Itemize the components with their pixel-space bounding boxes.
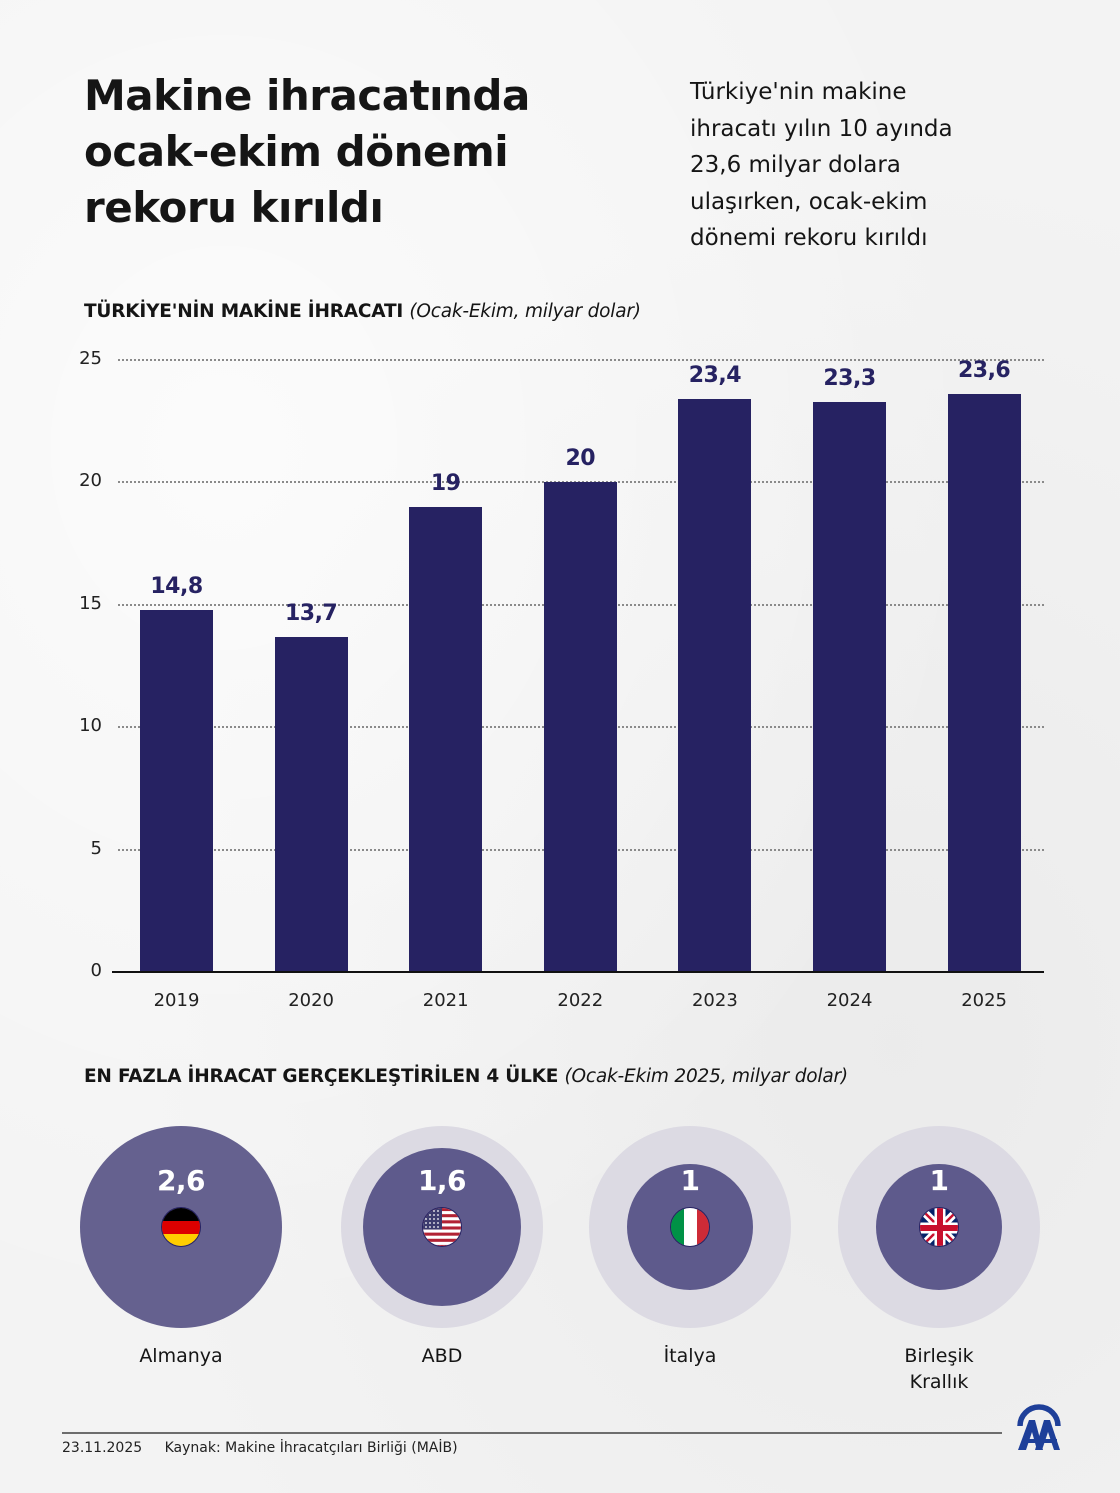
bar-2021 (409, 506, 483, 972)
bubble-chart: 2,6 Almanya 1,6 ABD 1 İtalya 1 Birleşik Krallık (80, 1126, 1040, 1393)
bar-value-label: 20 (565, 446, 596, 472)
gridline (118, 359, 1044, 361)
title-line: Makine ihracatında (84, 71, 530, 120)
germany-flag-icon (161, 1207, 201, 1247)
bar-value-label: 23,4 (688, 363, 742, 389)
x-tick-label: 2023 (691, 990, 738, 1011)
subtitle-line: ulaşırken, ocak-ekim (690, 188, 928, 215)
subtitle-line: dönemi rekoru kırıldı (690, 225, 928, 251)
bar-value-label: 23,6 (957, 358, 1011, 384)
country-label: ABD (421, 1345, 463, 1367)
subtitle-line: Türkiye'nin makine (690, 79, 907, 105)
bubble-value-label: 2,6 (156, 1164, 206, 1197)
footer: 23.11.2025 Kaynak: Makine İhracatçıları … (62, 1440, 458, 1456)
bar-value-label: 19 (430, 470, 461, 496)
footer-divider (62, 1432, 1002, 1434)
y-tick-label: 20 (79, 470, 102, 492)
bubble-value-label: 1 (680, 1164, 700, 1197)
x-tick-label: 2025 (961, 990, 1007, 1011)
country-label: Birleşik Krallık (904, 1345, 974, 1393)
y-tick-label: 0 (90, 960, 102, 981)
bar-2024 (813, 401, 886, 972)
bubble-chart-heading-note: (Ocak-Ekim 2025, milyar dolar) (564, 1066, 849, 1087)
bar-2022 (543, 482, 617, 972)
y-tick-label: 15 (79, 592, 102, 614)
title-line: ocak-ekim dönemi (84, 127, 509, 176)
y-tick-label: 5 (90, 837, 102, 859)
bubble-value-label: 1 (929, 1164, 949, 1197)
subtitle-line: 23,6 milyar dolara (690, 152, 901, 178)
y-tick-label: 10 (79, 715, 102, 737)
bar-2020 (274, 636, 348, 972)
bar-chart-heading: TÜRKİYE'NİN MAKİNE İHRACATI (Ocak-Ekim, … (84, 301, 641, 322)
bubble-chart-heading: EN FAZLA İHRACAT GERÇEKLEŞTİRİLEN 4 ÜLKE… (84, 1066, 848, 1087)
subtitle-line: ihracatı yılın 10 ayında (690, 115, 953, 142)
uk-flag-icon (919, 1207, 959, 1247)
country-label: İtalya (663, 1345, 717, 1367)
x-tick-label: 2024 (826, 990, 873, 1011)
footer-source: Kaynak: Makine İhracatçıları Birliği (MA… (164, 1440, 458, 1456)
bar-chart-heading-text: TÜRKİYE'NİN MAKİNE İHRACATI (84, 301, 404, 322)
country-label: Almanya (139, 1345, 223, 1367)
y-tick-label: 25 (79, 348, 102, 369)
footer-date: 23.11.2025 (62, 1440, 143, 1456)
aa-logo-icon (1014, 1404, 1064, 1452)
bar-chart-heading-note: (Ocak-Ekim, milyar dolar) (409, 301, 641, 322)
bar-value-label: 13,7 (284, 600, 338, 626)
bar-2023 (678, 399, 752, 972)
page-title: Makine ihracatında ocak-ekim dönemi reko… (84, 68, 624, 236)
italy-flag-icon (670, 1207, 710, 1247)
x-tick-label: 2022 (557, 990, 604, 1011)
bubble-value-label: 1,6 (417, 1164, 467, 1197)
bar-2025 (947, 394, 1021, 972)
page-subtitle: Türkiye'nin makine ihracatı yılın 10 ayı… (690, 74, 1070, 257)
x-tick-label: 2021 (422, 990, 469, 1011)
bar-value-label: 23,3 (823, 365, 876, 391)
usa-flag-icon (422, 1207, 462, 1247)
x-axis-line (112, 971, 1044, 973)
bar-2019 (140, 609, 213, 972)
bubble-chart-heading-text: EN FAZLA İHRACAT GERÇEKLEŞTİRİLEN 4 ÜLKE (84, 1066, 559, 1087)
x-tick-label: 2020 (288, 990, 334, 1011)
bar-value-label: 14,8 (150, 573, 203, 599)
bar-chart: 0 5 10 15 20 25 14,8 2019 13,7 2020 19 2021 20 2022 2… (79, 348, 1044, 1011)
x-tick-label: 2019 (153, 990, 200, 1011)
title-line: rekoru kırıldı (84, 183, 384, 232)
